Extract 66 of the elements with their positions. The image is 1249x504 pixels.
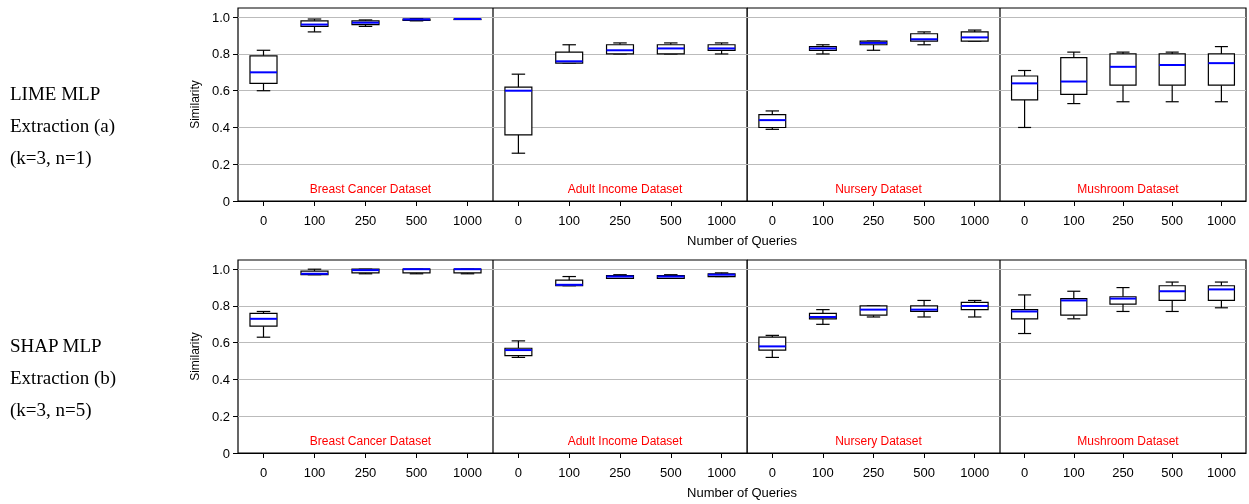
text: Nursery Dataset [835, 182, 923, 196]
x-tick-label: 250 [1112, 213, 1134, 228]
x-tick-label: 100 [558, 465, 581, 480]
text: LIME MLP Extraction (a) (k=3, n=1) [10, 82, 120, 169]
x-tick-label: 250 [1112, 465, 1134, 480]
x-tick-label: 100 [303, 465, 326, 480]
x-tick-label: 1000 [453, 213, 482, 228]
y-tick-label: 0 [222, 193, 230, 209]
x-tick-label: 500 [1161, 213, 1184, 228]
text: Mushroom Dataset [1077, 434, 1180, 448]
x-tick-label: 500 [913, 465, 935, 480]
y-tick-label: 0 [222, 445, 230, 461]
y-tick-label: 0.6 [211, 83, 230, 99]
x-tick-label: 1000 [707, 465, 737, 480]
text: Mushroom Dataset [1077, 182, 1180, 196]
text: Nursery Dataset [835, 434, 923, 448]
x-tick-label: 500 [405, 213, 428, 228]
text: Breast Cancer Dataset [309, 182, 432, 196]
x-tick-label: 1000 [1206, 213, 1236, 228]
y-tick-label: 1.0 [211, 9, 230, 25]
x-tick-label: 1000 [707, 213, 737, 228]
y-tick-label: 0.4 [211, 119, 230, 135]
x-tick-label: 0 [1020, 465, 1029, 480]
y-tick-label: 0.2 [211, 408, 230, 424]
x-tick-label: 250 [354, 465, 377, 480]
x-tick-label: 0 [514, 465, 523, 480]
x-tick-label: 100 [303, 213, 326, 228]
x-tick-label: 0 [768, 465, 776, 480]
y-axis-title: Similarity [188, 332, 203, 381]
x-tick-label: 250 [862, 213, 885, 228]
text: Breast Cancer Dataset [309, 434, 432, 448]
x-tick-label: 1000 [1206, 465, 1236, 480]
x-tick-label: 250 [862, 465, 885, 480]
y-tick-label: 1.0 [211, 261, 230, 277]
x-tick-label: 1000 [960, 465, 990, 480]
x-tick-label: 250 [609, 213, 631, 228]
y-tick-label: 0.6 [211, 335, 230, 351]
y-tick-label: 0.4 [211, 371, 230, 387]
y-axis-title: Similarity [188, 80, 203, 129]
x-axis-title: Number of Queries [687, 233, 798, 248]
x-tick-label: 0 [259, 213, 268, 228]
y-tick-label: 0.8 [211, 46, 230, 62]
x-tick-label: 500 [659, 213, 682, 228]
x-tick-label: 0 [768, 213, 776, 228]
x-tick-label: 100 [1062, 213, 1085, 228]
x-tick-label: 100 [812, 213, 834, 228]
x-tick-label: 500 [913, 213, 935, 228]
x-tick-label: 250 [354, 213, 377, 228]
x-tick-label: 250 [609, 465, 631, 480]
x-tick-label: 0 [259, 465, 268, 480]
x-tick-label: 100 [558, 213, 581, 228]
x-tick-label: 1000 [453, 465, 482, 480]
x-tick-label: 100 [1062, 465, 1085, 480]
y-tick-label: 0.8 [211, 298, 230, 314]
x-tick-label: 500 [659, 465, 682, 480]
x-tick-label: 1000 [960, 213, 990, 228]
x-axis-title: Number of Queries [687, 485, 798, 500]
x-tick-label: 0 [514, 213, 523, 228]
x-tick-label: 100 [812, 465, 834, 480]
x-tick-label: 500 [405, 465, 428, 480]
x-tick-label: 500 [1161, 465, 1184, 480]
x-tick-label: 0 [1020, 213, 1029, 228]
text: Adult Income Dataset [567, 434, 684, 448]
text: SHAP MLP Extraction (b) (k=3, n=5) [10, 334, 121, 421]
text: Adult Income Dataset [567, 182, 684, 196]
y-tick-label: 0.2 [211, 156, 230, 172]
